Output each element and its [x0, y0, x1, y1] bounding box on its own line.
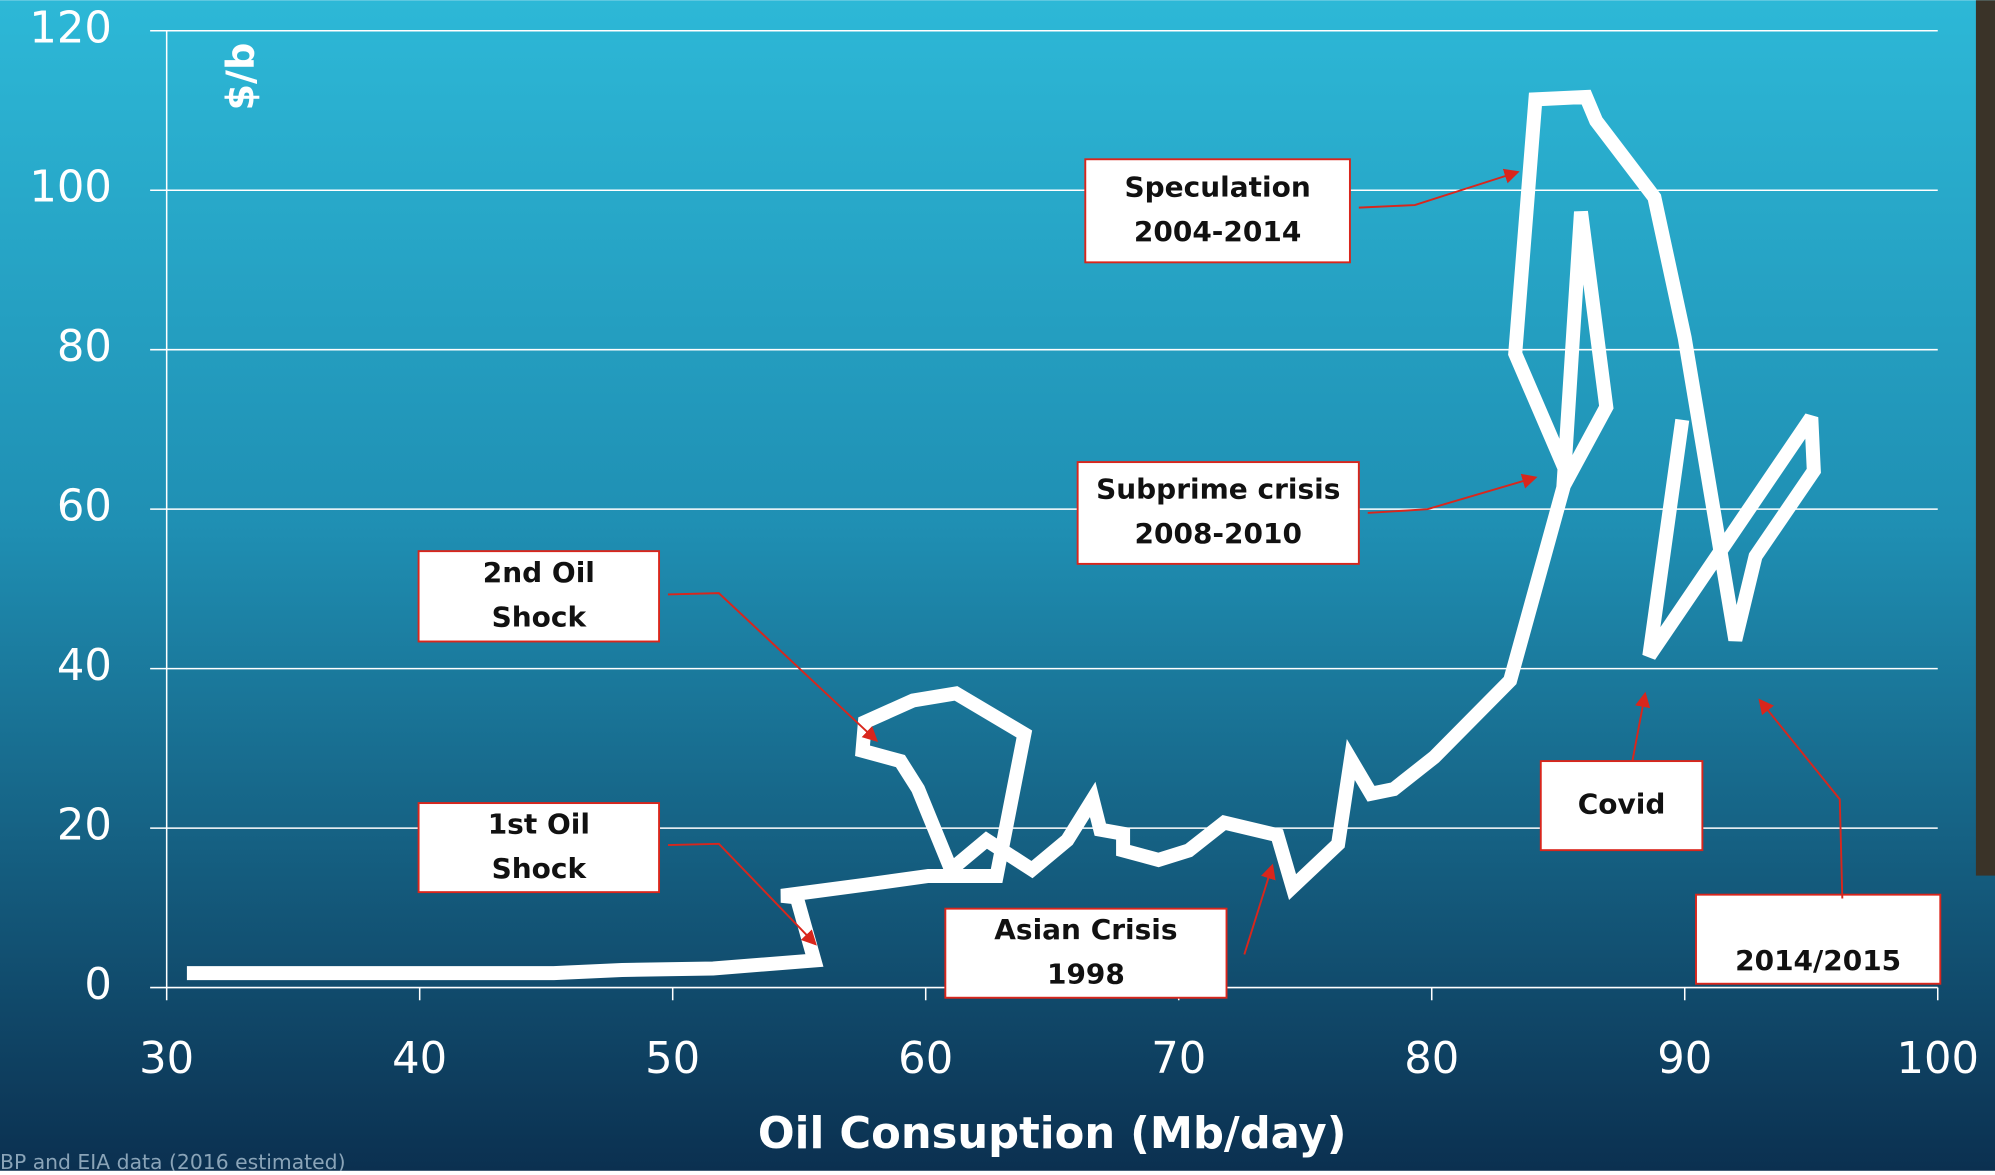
x-tick-label: 90: [1657, 1034, 1712, 1084]
y-tick-label: 0: [84, 960, 112, 1010]
x-axis-label: Oil Consuption (Mb/day): [758, 1109, 1347, 1159]
x-tick-label: 40: [392, 1034, 447, 1084]
annotation-text: 2nd Oil: [483, 556, 595, 589]
annotation-text: Shock: [492, 601, 588, 634]
y-tick-label: 120: [29, 3, 112, 53]
annotation-text: Shock: [492, 852, 588, 885]
y-tick-label: 40: [57, 641, 112, 691]
y-tick-label: 20: [57, 801, 112, 851]
x-tick-label: 60: [898, 1034, 953, 1084]
source-note: BP and EIA data (2016 estimated): [0, 1150, 346, 1171]
x-tick-label: 80: [1404, 1034, 1459, 1084]
annotation-text: 2008-2010: [1135, 517, 1302, 550]
annotation-text: 2014/2015: [1735, 944, 1901, 977]
y-tick-label: 100: [29, 163, 112, 213]
annotation-text: 2004-2014: [1134, 215, 1301, 248]
y-tick-label: 60: [57, 482, 112, 532]
annotation-text: 1st Oil: [488, 807, 590, 840]
annotation-text: Subprime crisis: [1096, 473, 1340, 506]
annotation-text: Asian Crisis: [994, 913, 1177, 946]
x-tick-label: 70: [1151, 1034, 1206, 1084]
x-tick-label: 50: [645, 1034, 700, 1084]
annotation-text: 1998: [1047, 957, 1125, 990]
photo-edge: [1976, 0, 1995, 875]
annotation-text: Speculation: [1124, 171, 1310, 204]
y-tick-label: 80: [57, 322, 112, 372]
annotation-text: Covid: [1578, 788, 1666, 821]
x-tick-label: 100: [1896, 1034, 1979, 1084]
chart: $/b Oil Consuption (Mb/day) BP and EIA d…: [0, 0, 1995, 1171]
y-axis-label: $/b: [219, 43, 263, 111]
x-tick-label: 30: [139, 1034, 194, 1084]
